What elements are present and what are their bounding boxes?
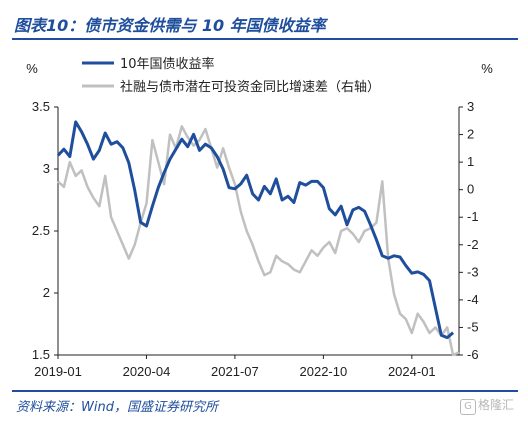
left-y-tick-label: 3 [43, 161, 50, 176]
legend-label: 10年国债收益率 [120, 56, 215, 72]
right-y-tick-label: 0 [467, 182, 474, 197]
line-chart: 1.5 2 2.5 3 3.5 -6 -5 -4 -3 -2 -1 0 1 2 3% % 2019-01 2020… [26, 56, 493, 379]
chart-title: 图表10：债市资金供需与 10 年国债收益率 [14, 16, 326, 35]
title-bar: 图表10：债市资金供需与 10 年国债收益率 [12, 10, 518, 40]
right-y-tick-label: -4 [467, 292, 479, 307]
left-y-tick-label: 3.5 [32, 99, 50, 114]
watermark-text: 格隆汇 [477, 398, 514, 412]
right-y-tick-label: -3 [467, 264, 479, 279]
source-note: 资料来源：Wind，国盛证券研究所 [16, 400, 218, 415]
legend-label: 社融与债市潜在可投资金同比增速差（右轴） [120, 79, 380, 95]
source-divider [12, 390, 518, 392]
watermark: G 格隆汇 [459, 396, 514, 415]
right-y-tick-label: -2 [467, 237, 479, 252]
right-y-tick-label: -1 [467, 209, 479, 224]
right-y-tick-label: 3 [467, 99, 474, 114]
x-tick-label: 2019-01 [34, 364, 82, 379]
right-y-tick-label: 2 [467, 127, 474, 142]
x-tick-label: 2022-10 [300, 364, 348, 379]
left-axis-unit: % [26, 61, 38, 76]
right-axis-unit: % [481, 61, 493, 76]
x-tick-label: 2020-04 [123, 364, 171, 379]
x-tick-label: 2021-07 [211, 364, 259, 379]
series-line-10y-yield [56, 120, 455, 340]
left-y-tick-label: 2 [43, 285, 50, 300]
watermark-logo-icon: G [459, 399, 476, 415]
left-y-tick-label: 1.5 [32, 347, 50, 362]
right-y-tick-label: -5 [467, 319, 479, 334]
right-y-tick-label: 1 [467, 154, 474, 169]
series-line-funding-gap [57, 125, 460, 357]
left-y-tick-label: 2.5 [32, 223, 50, 238]
right-y-tick-label: -6 [467, 347, 479, 362]
x-tick-label: 2024-01 [388, 364, 436, 379]
